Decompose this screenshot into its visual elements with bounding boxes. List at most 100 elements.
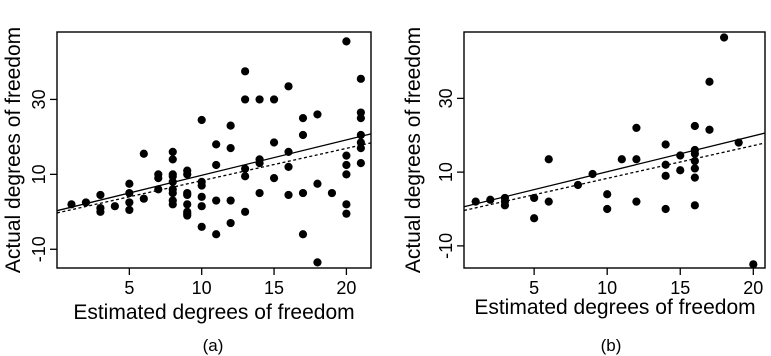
data-point — [342, 37, 351, 46]
data-point — [183, 200, 192, 209]
data-point — [67, 200, 76, 209]
data-point — [226, 121, 235, 130]
fit-lines — [463, 132, 766, 212]
data-point — [255, 159, 264, 168]
data-point — [676, 151, 685, 160]
data-point — [96, 190, 105, 200]
panel-b: 5 10 15 20 -10 10 30 Estimated degrees of fre… — [402, 27, 766, 355]
data-point — [356, 130, 365, 140]
data-point — [183, 170, 192, 179]
data-point — [705, 125, 714, 134]
data-point — [154, 185, 163, 194]
data-point — [530, 193, 539, 203]
x-axis-label: Estimated degrees of freedom — [474, 296, 755, 319]
data-point — [241, 164, 250, 173]
data-point — [486, 195, 495, 204]
data-point — [327, 188, 337, 198]
solid-fit-line — [463, 132, 766, 208]
data-point — [313, 179, 322, 188]
data-point — [356, 114, 365, 123]
data-point — [154, 170, 163, 179]
data-point — [632, 197, 641, 206]
data-point — [661, 171, 670, 180]
data-points — [67, 37, 365, 267]
data-point — [212, 230, 221, 239]
data-point — [284, 147, 293, 156]
data-point — [298, 230, 308, 239]
data-point — [241, 67, 250, 76]
y-axis-label: Actual degrees of freedom — [2, 27, 25, 273]
x-axis-ticks: 5 10 15 20 — [529, 268, 763, 298]
x-axis-ticks: 5 10 15 20 — [124, 268, 356, 298]
x-tick-label: 10 — [597, 278, 617, 298]
data-point — [298, 130, 308, 140]
data-point — [544, 197, 553, 206]
y-axis-ticks: -10 10 30 — [436, 88, 464, 259]
data-point — [690, 156, 699, 166]
y-tick-label: 30 — [29, 89, 49, 109]
data-point — [125, 179, 134, 188]
data-point — [530, 214, 539, 223]
data-point — [690, 121, 699, 131]
data-point — [81, 198, 91, 207]
plot-frame — [463, 31, 766, 269]
data-point — [183, 209, 192, 218]
data-point — [212, 160, 221, 170]
data-point — [356, 138, 365, 147]
panel-label: (b) — [601, 336, 622, 355]
data-point — [255, 95, 264, 104]
data-point — [734, 138, 743, 147]
data-point — [342, 209, 351, 218]
data-point — [241, 172, 250, 181]
data-point — [544, 155, 553, 164]
data-point — [588, 169, 597, 179]
y-tick-label: 10 — [436, 162, 456, 182]
data-point — [573, 180, 583, 190]
data-point — [749, 260, 758, 269]
data-point — [241, 95, 250, 104]
x-tick-label: 15 — [264, 278, 284, 298]
data-point — [298, 114, 308, 123]
data-point — [342, 160, 351, 170]
data-point — [197, 192, 206, 201]
data-point — [139, 149, 148, 158]
data-point — [705, 77, 714, 86]
data-point — [342, 200, 351, 209]
data-point — [168, 147, 177, 156]
data-point — [342, 151, 351, 160]
data-point — [690, 164, 699, 173]
fit-lines — [56, 133, 372, 214]
x-tick-label: 5 — [529, 278, 539, 298]
data-point — [110, 202, 119, 211]
data-point — [269, 95, 279, 104]
data-point — [356, 74, 365, 83]
data-point — [676, 166, 685, 175]
x-tick-label: 15 — [670, 278, 690, 298]
data-point — [125, 198, 134, 207]
data-point — [661, 160, 670, 169]
x-tick-label: 10 — [192, 278, 212, 298]
data-point — [255, 188, 264, 198]
data-point — [632, 155, 641, 164]
data-point — [690, 201, 699, 210]
data-point — [661, 204, 670, 214]
data-point — [284, 82, 293, 91]
data-point — [226, 144, 235, 153]
dashed-fit-line — [463, 142, 766, 212]
data-point — [690, 149, 699, 158]
data-point — [471, 197, 480, 206]
x-tick-label: 20 — [336, 278, 356, 298]
data-point — [356, 159, 365, 168]
y-tick-label: 30 — [436, 88, 456, 108]
data-point — [661, 140, 670, 149]
data-point — [197, 181, 206, 190]
x-tick-label: 20 — [743, 278, 763, 298]
y-tick-label: 10 — [29, 164, 49, 184]
data-point — [168, 177, 177, 186]
data-point — [125, 205, 134, 215]
data-point — [313, 258, 322, 267]
data-point — [168, 155, 177, 164]
data-point — [269, 138, 279, 147]
data-point — [197, 115, 206, 125]
data-point — [168, 200, 177, 209]
